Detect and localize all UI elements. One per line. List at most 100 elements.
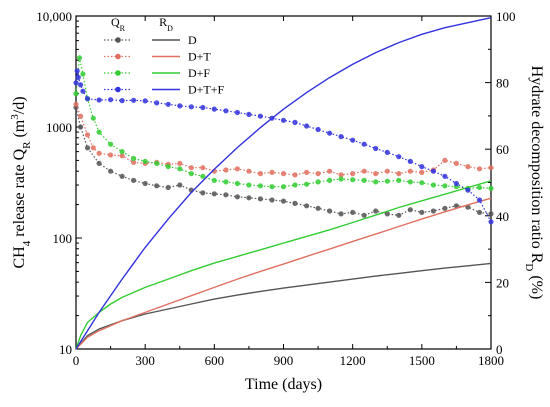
series-qr-point-d (223, 192, 229, 198)
series-qr-point-d-t-f (442, 173, 448, 179)
series-qr-point-d-t (292, 172, 298, 178)
series-qr-point-d-t-f (246, 111, 252, 117)
series-qr-point-d-f (119, 149, 125, 155)
series-qr-point-d-t-f (108, 97, 114, 103)
series-qr-point-d (384, 211, 390, 217)
series-qr-point-d-t-f (327, 130, 333, 136)
series-qr-point-d-t-f (350, 137, 356, 143)
series-qr-point-d-f (131, 155, 137, 162)
y-right-tick-label: 20 (496, 275, 509, 290)
series-qr-point-d-t (407, 168, 413, 174)
series-qr-point-d-t-f (154, 100, 160, 106)
series-qr-point-d-t (442, 157, 448, 163)
series-qr-point-d-t (396, 171, 402, 177)
x-tick-label: 1800 (478, 353, 504, 368)
x-tick-label: 0 (73, 353, 80, 368)
series-qr-point-d-t-f (80, 88, 86, 94)
axis-ticks: 0 300 600 900 1200 1500 1800 10 100 1000 10,000 0 20… (36, 9, 515, 368)
series-qr-point-d (304, 203, 310, 209)
series-qr-point-d-t-f (315, 126, 321, 133)
series-qr-point-d-t (338, 172, 344, 178)
series-qr-point-d-t (488, 165, 494, 171)
series-qr-point-d-f (165, 164, 171, 170)
series-qr-point-d-t-f (373, 145, 379, 152)
series-qr-point-d-f (73, 91, 79, 97)
series-qr-point-d-f (419, 180, 425, 186)
series-qr-point-d-t-f (211, 106, 217, 112)
series-qr-point-d-t-f (396, 154, 402, 160)
series-qr-point-d-t-f (131, 97, 137, 103)
series-qr-point-d-t-f (200, 104, 206, 111)
series-qr-point-d-t (304, 169, 310, 175)
series-qr-point-d-t-f (361, 141, 367, 147)
series-qr-point-d (350, 209, 356, 215)
series-qr-point-d-f (338, 176, 344, 182)
legend-label-d: D (188, 33, 197, 47)
series-qr-point-d-f (430, 182, 436, 188)
axis-labels: Time (days) CH4 release rate QR (m3/d) Hyd… (9, 66, 545, 393)
series-qr-point-d-t (269, 169, 275, 175)
legend-label-d-f: D+F (188, 66, 210, 80)
series-qr-point-d-t-f (384, 149, 390, 155)
series-qr-point-d (292, 200, 298, 206)
series-qr-point-d (108, 168, 114, 174)
series-qr-point-d-f (350, 177, 356, 183)
series-layer (73, 17, 494, 350)
series-qr-point-d-f (188, 171, 194, 177)
series-qr-point-d (142, 180, 148, 187)
y-left-tick-label: 10,000 (36, 9, 72, 24)
series-qr-point-d (246, 195, 252, 201)
series-qr-point-d (430, 208, 436, 214)
x-tick-label: 1500 (409, 353, 435, 368)
series-qr-point-d (119, 173, 125, 179)
series-qr-point-d-t-f (465, 187, 471, 193)
series-qr-point-d-t-f (419, 164, 425, 170)
series-qr-point-d (407, 207, 413, 213)
y-right-tick-label: 80 (496, 76, 509, 91)
series-qr-point-d-f (154, 160, 160, 166)
legend-label-d-t: D+T (188, 50, 211, 64)
series-qr-point-d-t (108, 152, 114, 158)
series-qr-point-d-t (327, 168, 333, 174)
series-qr-point-d-t-f (75, 74, 81, 80)
series-qr-point-d (280, 198, 287, 204)
series-qr-point-d (315, 205, 321, 211)
y-left-tick-label: 10 (59, 342, 72, 357)
series-qr-point-d-f (384, 178, 390, 184)
y-right-tick-label: 40 (496, 209, 509, 224)
series-qr-point-d-t-f (234, 109, 240, 116)
series-qr-point-d-t-f (488, 219, 494, 225)
series-qr-point-d-f (373, 179, 379, 185)
legend-qr-marker-d (115, 37, 121, 43)
series-qr-point-d-t (78, 113, 84, 119)
series-qr-point-d-t (373, 171, 379, 177)
series-qr-point-d-t (131, 159, 137, 165)
series-qr-point-d-t-f (430, 168, 436, 174)
plot-area (75, 15, 492, 350)
series-qr-point-d-t (84, 132, 91, 138)
series-qr-point-d-f (361, 177, 367, 183)
series-qr-point-d-t-f (188, 104, 194, 110)
series-qr-point-d-f (200, 173, 206, 179)
legend-header-qr: QR (111, 15, 126, 33)
series-qr-point-d-t (257, 171, 263, 177)
y-right-tick-label: 0 (496, 342, 503, 357)
series-qr-point-d-t-f (73, 80, 79, 86)
legend-qr-marker-d-t-f (115, 86, 121, 93)
series-qr-point-d-t-f (74, 68, 80, 74)
y-left-axis-label: CH4 release rate QR (m3/d) (9, 96, 33, 268)
series-qr-point-d-f (396, 177, 402, 183)
y-right-tick-label: 100 (496, 9, 516, 24)
series-qr-point-d-t (234, 166, 240, 172)
series-qr-point-d-t (177, 160, 183, 166)
legend-qr-marker-d-f (115, 70, 121, 76)
x-tick-label: 300 (135, 353, 155, 368)
series-qr-point-d-f (488, 185, 494, 191)
series-qr-point-d-t (465, 164, 471, 170)
y-left-tick-label: 100 (53, 231, 73, 246)
series-rd-line-d-t-f (75, 17, 492, 350)
series-qr-point-d (396, 212, 402, 218)
series-qr-point-d-t-f (96, 97, 102, 103)
series-qr-point-d-f (407, 179, 413, 185)
series-qr-point-d (200, 190, 206, 196)
